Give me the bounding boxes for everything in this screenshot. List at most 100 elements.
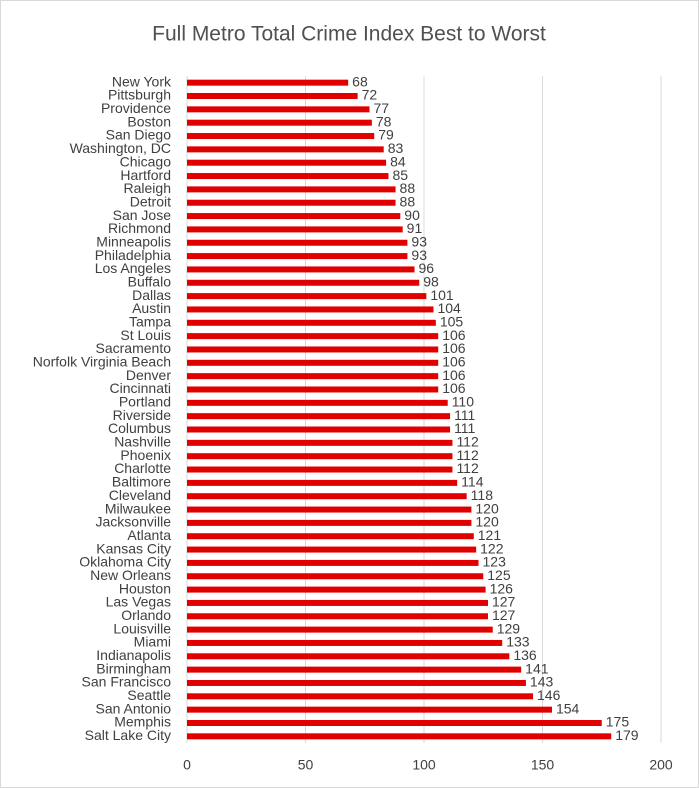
y-tick-label: Sacramento bbox=[96, 340, 172, 356]
bar bbox=[187, 466, 453, 473]
y-tick-label: Phoenix bbox=[120, 447, 171, 463]
bar bbox=[187, 213, 401, 220]
bar bbox=[187, 666, 522, 673]
bar bbox=[187, 239, 408, 246]
data-label: 143 bbox=[530, 674, 554, 690]
bar bbox=[187, 586, 486, 593]
data-label: 111 bbox=[454, 407, 475, 423]
data-label: 111 bbox=[454, 420, 475, 436]
y-tick-label: San Diego bbox=[106, 127, 172, 143]
bar bbox=[187, 413, 451, 420]
data-label: 104 bbox=[437, 300, 461, 316]
x-tick-label: 0 bbox=[183, 757, 191, 773]
bar bbox=[187, 159, 387, 166]
y-tick-label: Minneapolis bbox=[96, 233, 171, 249]
y-tick-label: Louisville bbox=[113, 620, 171, 636]
y-tick-label: Milwaukee bbox=[105, 500, 171, 516]
bar bbox=[187, 506, 472, 513]
x-tick-label: 150 bbox=[531, 757, 555, 773]
y-tick-label: Birmingham bbox=[96, 660, 171, 676]
data-label: 127 bbox=[492, 607, 516, 623]
y-tick-label: New Orleans bbox=[90, 567, 171, 583]
y-tick-label: Hartford bbox=[120, 167, 171, 183]
data-label: 106 bbox=[442, 354, 466, 370]
bar bbox=[187, 546, 477, 553]
y-tick-label: Boston bbox=[127, 113, 171, 129]
data-label: 83 bbox=[388, 140, 404, 156]
y-tick-label: San Jose bbox=[113, 207, 172, 223]
bar bbox=[187, 479, 458, 486]
y-tick-label: Houston bbox=[119, 580, 171, 596]
bar bbox=[187, 533, 474, 540]
y-tick-label: San Antonio bbox=[95, 700, 171, 716]
data-label: 106 bbox=[442, 380, 466, 396]
data-label: 125 bbox=[487, 567, 511, 583]
data-label: 96 bbox=[419, 260, 435, 276]
bar bbox=[187, 639, 503, 646]
y-tick-label: Chicago bbox=[120, 153, 172, 169]
y-tick-label: Tampa bbox=[129, 313, 171, 329]
data-label: 91 bbox=[407, 220, 423, 236]
data-label: 93 bbox=[411, 247, 427, 263]
y-tick-label: Las Vegas bbox=[106, 594, 171, 610]
bar bbox=[187, 319, 436, 326]
bar bbox=[187, 719, 602, 726]
y-tick-label: Charlotte bbox=[114, 460, 171, 476]
bar bbox=[187, 266, 415, 273]
bar bbox=[187, 519, 472, 526]
y-tick-label: Cleveland bbox=[109, 487, 171, 503]
bar bbox=[187, 93, 358, 100]
y-tick-label: Columbus bbox=[108, 420, 171, 436]
data-label: 121 bbox=[478, 527, 502, 543]
bar bbox=[187, 599, 488, 606]
bar bbox=[187, 679, 526, 686]
x-tick-label: 100 bbox=[412, 757, 436, 773]
y-tick-label: St Louis bbox=[120, 327, 171, 343]
bar bbox=[187, 106, 370, 113]
data-label: 118 bbox=[471, 487, 494, 503]
bar bbox=[187, 626, 493, 633]
y-tick-label: Portland bbox=[119, 394, 171, 410]
data-label: 129 bbox=[497, 620, 521, 636]
bar bbox=[187, 733, 612, 740]
data-label: 112 bbox=[456, 460, 479, 476]
data-label: 127 bbox=[492, 594, 516, 610]
data-label: 85 bbox=[392, 167, 408, 183]
bar bbox=[187, 279, 420, 286]
data-label: 106 bbox=[442, 340, 466, 356]
bar bbox=[187, 453, 453, 460]
data-label: 72 bbox=[362, 87, 378, 103]
bar bbox=[187, 573, 484, 580]
data-label: 112 bbox=[456, 434, 479, 450]
bar bbox=[187, 559, 479, 566]
bar bbox=[187, 79, 349, 86]
data-label: 88 bbox=[400, 193, 416, 209]
bar bbox=[187, 306, 434, 313]
bar bbox=[187, 333, 439, 340]
bar bbox=[187, 146, 384, 153]
x-tick-label: 200 bbox=[649, 757, 673, 773]
bar bbox=[187, 293, 427, 300]
y-tick-label: Pittsburgh bbox=[108, 87, 171, 103]
chart-title: Full Metro Total Crime Index Best to Wor… bbox=[152, 23, 546, 46]
y-tick-label: Philadelphia bbox=[95, 247, 171, 263]
y-tick-label: Oklahoma City bbox=[79, 554, 171, 570]
y-tick-label: Riverside bbox=[113, 407, 172, 423]
data-label: 126 bbox=[490, 580, 514, 596]
bar bbox=[187, 493, 467, 500]
bar bbox=[187, 346, 439, 353]
y-tick-label: Richmond bbox=[108, 220, 171, 236]
y-tick-label: Washington, DC bbox=[70, 140, 171, 156]
bar bbox=[187, 613, 488, 620]
bar bbox=[187, 693, 534, 700]
data-label: 106 bbox=[442, 367, 466, 383]
y-tick-label: Denver bbox=[126, 367, 171, 383]
data-label: 146 bbox=[537, 687, 561, 703]
y-tick-label: Raleigh bbox=[124, 180, 171, 196]
bar bbox=[187, 399, 448, 406]
y-tick-label: Jacksonville bbox=[96, 514, 172, 530]
y-tick-label: Buffalo bbox=[128, 273, 172, 289]
y-tick-label: Kansas City bbox=[96, 540, 171, 556]
